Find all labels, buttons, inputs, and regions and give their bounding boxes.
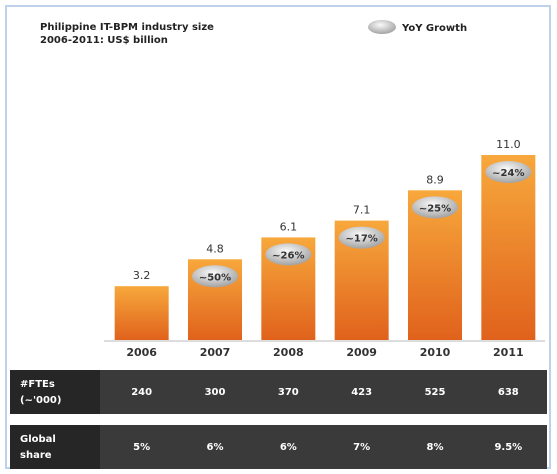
x-tick-label: 2006 (126, 346, 157, 359)
table-cell: 9.5% (494, 442, 522, 453)
table-cell: 370 (278, 387, 299, 398)
row-label: (~'000) (20, 395, 61, 406)
x-tick-label: 2008 (273, 346, 304, 359)
growth-label: ~24% (492, 168, 524, 179)
growth-label: ~25% (419, 203, 451, 214)
x-tick-label: 2007 (200, 346, 231, 359)
value-label: 11.0 (496, 138, 521, 151)
growth-badge (192, 265, 238, 288)
value-label: 8.9 (426, 173, 444, 186)
x-tick-label: 2010 (420, 346, 451, 359)
table-row-header (10, 425, 100, 469)
bar (481, 155, 536, 340)
growth-badge (485, 161, 532, 183)
chart-subtitle: 2006-2011: US$ billion (40, 35, 168, 46)
table-cell: 240 (131, 387, 152, 398)
bar (114, 286, 169, 340)
table-cell: 6% (280, 442, 297, 453)
x-tick-label: 2009 (346, 346, 377, 359)
legend-label: YoY Growth (401, 23, 467, 34)
x-tick-label: 2011 (493, 346, 524, 359)
table-row-header (10, 370, 100, 414)
row-label: Global (20, 434, 56, 445)
table-cell: 8% (427, 442, 444, 453)
table-cell: 6% (207, 442, 224, 453)
growth-badge (265, 243, 312, 266)
growth-label: ~26% (272, 250, 304, 261)
legend-swatch (368, 20, 396, 34)
growth-badge (338, 226, 385, 249)
growth-label: ~50% (199, 272, 231, 283)
chart-title: Philippine IT-BPM industry size (40, 22, 214, 33)
table-cell: 5% (133, 442, 150, 453)
value-label: 4.8 (206, 242, 224, 255)
table-cell: 300 (205, 387, 226, 398)
table-cell: 7% (353, 442, 370, 453)
row-label: share (20, 450, 52, 461)
value-label: 7.1 (353, 204, 371, 217)
row-label: #FTEs (20, 379, 55, 390)
table-cell: 525 (425, 387, 446, 398)
growth-label: ~17% (346, 234, 378, 245)
growth-badge (412, 196, 458, 219)
value-label: 3.2 (133, 269, 151, 282)
value-label: 6.1 (280, 220, 298, 233)
table-cell: 423 (351, 387, 372, 398)
table-cell: 638 (498, 387, 519, 398)
